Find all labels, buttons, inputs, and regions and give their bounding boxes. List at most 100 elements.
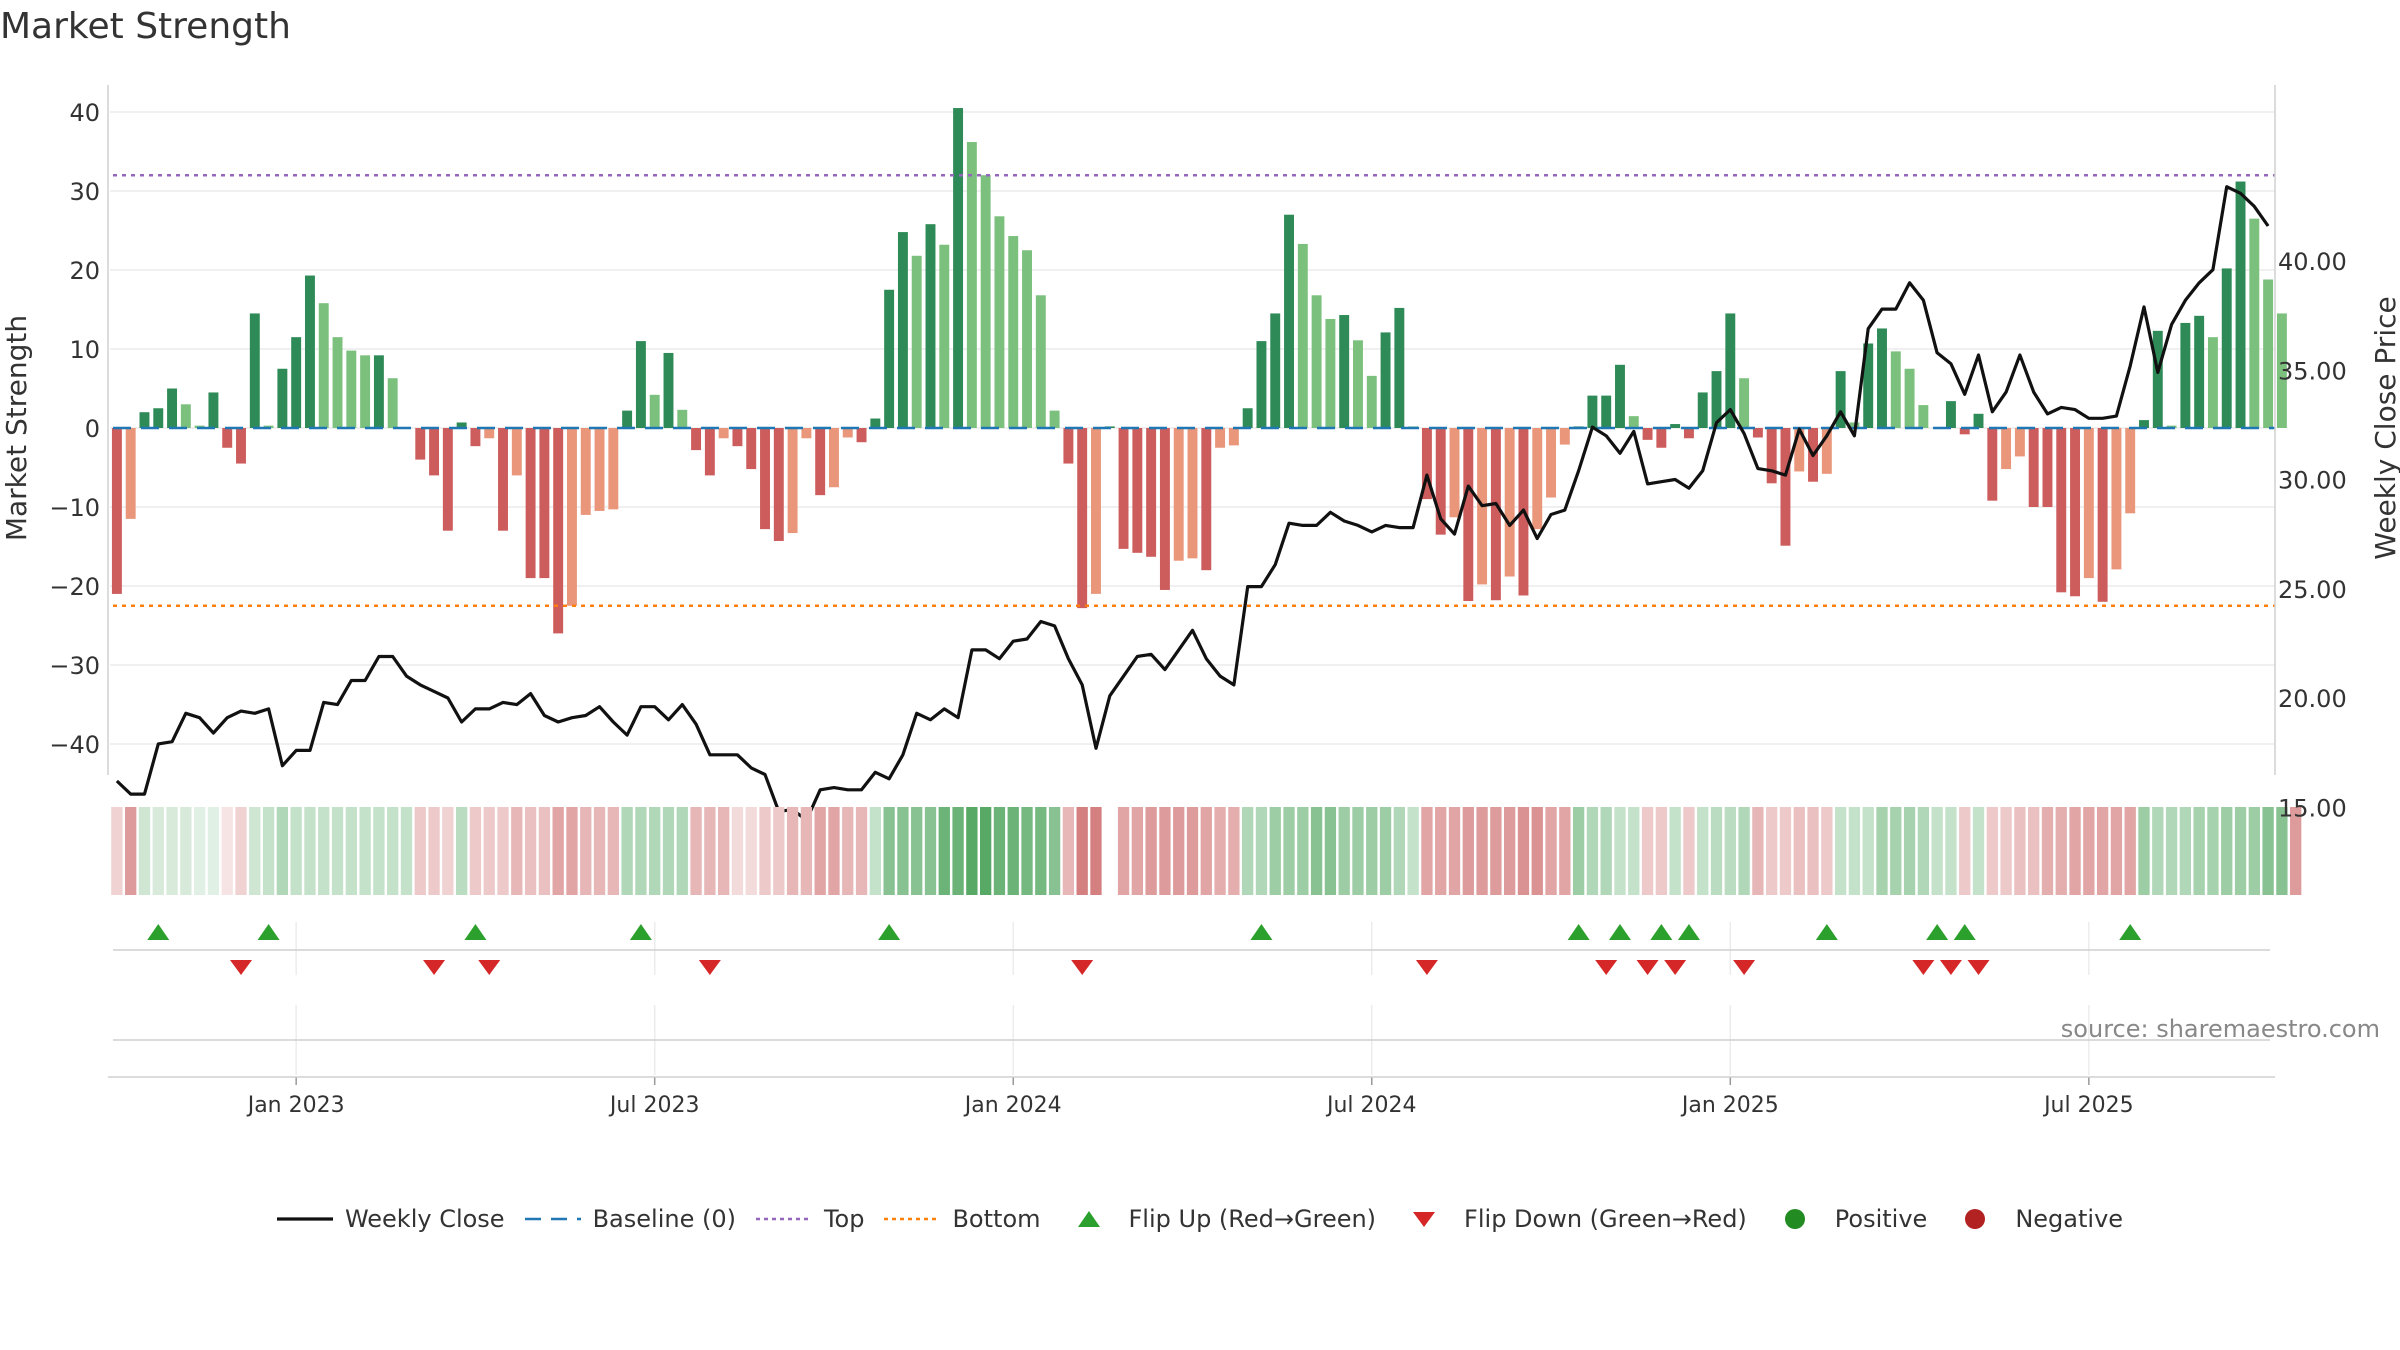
strength-bar: [2221, 268, 2232, 428]
strength-bar: [1353, 340, 1363, 428]
flip-up-marker: [257, 924, 280, 940]
strength-bar: [1945, 401, 1956, 428]
strip-cell: [1131, 807, 1143, 895]
legend-item-flip_down: Flip Down (Green→Red): [1396, 1205, 1747, 1233]
strip-cell: [2069, 807, 2081, 895]
strength-bar: [953, 108, 964, 429]
strength-bar: [1077, 428, 1088, 609]
strip-cell: [373, 807, 385, 895]
strip-cell: [1600, 807, 1612, 895]
strength-bar: [1711, 371, 1722, 428]
flip-down-marker: [1636, 960, 1659, 975]
strength-bar: [2207, 337, 2218, 428]
strip-cell: [1683, 807, 1695, 895]
strength-bar: [1987, 428, 1998, 501]
strength-bar: [980, 175, 991, 428]
y-tick-label-right: 15.00: [2278, 794, 2347, 822]
flip-up-marker: [464, 924, 487, 940]
strip-cell: [979, 807, 992, 895]
strip-cell: [1724, 807, 1736, 895]
strip-cell: [1890, 807, 1902, 895]
strip-cell: [786, 807, 799, 895]
strip-cell: [290, 807, 302, 895]
strip-cell: [2138, 807, 2150, 895]
strip-cell: [1048, 807, 1061, 895]
strip-cell: [2028, 807, 2040, 895]
strip-cell: [1917, 807, 1930, 895]
strength-bar: [1173, 428, 1184, 561]
strip-cell: [2000, 807, 2012, 895]
strip-cell: [2234, 807, 2247, 895]
strength-bar: [1256, 341, 1267, 428]
y-axis-title-left: Market Strength: [0, 315, 33, 541]
strip-cell: [1641, 807, 1654, 895]
strength-bar: [939, 244, 950, 428]
strip-cell: [318, 807, 330, 895]
strip-cell: [193, 807, 206, 895]
strength-bar: [925, 224, 936, 428]
strip-cell: [842, 807, 854, 895]
strip-cell: [1435, 807, 1447, 895]
strength-bar: [1008, 236, 1019, 428]
strip-cell: [1007, 807, 1019, 895]
strip-cell: [1959, 807, 1971, 895]
strip-cell: [897, 807, 909, 895]
strength-bar: [1863, 343, 1874, 428]
strip-cell: [469, 807, 482, 895]
reference-lines: [113, 173, 2275, 607]
strength-bar: [360, 355, 371, 428]
strip-cell: [1903, 807, 1916, 895]
strength-bar: [2056, 428, 2067, 593]
strip-cell: [676, 807, 688, 895]
strip-cell: [1986, 807, 1998, 895]
strength-bar: [1725, 313, 1736, 428]
strip-cell: [1186, 807, 1199, 895]
strength-bar: [1201, 428, 1212, 571]
strip-cell: [1476, 807, 1488, 895]
strength-bar: [277, 368, 288, 428]
flip-down-marker: [1912, 960, 1935, 975]
strength-bar: [1132, 428, 1143, 553]
strength-bar: [1683, 428, 1694, 439]
legend-label: Weekly Close: [344, 1205, 505, 1233]
strip-cell: [428, 807, 440, 895]
strip-cell: [883, 807, 895, 895]
strength-bar: [2180, 322, 2191, 428]
strength-bar: [111, 428, 122, 594]
strip-cell: [1655, 807, 1668, 895]
strip-cell: [1752, 807, 1764, 895]
strip-cell: [1214, 807, 1226, 895]
strip-cell: [1945, 807, 1957, 895]
y-tick-label-left: −40: [49, 731, 100, 759]
strip-cell: [800, 807, 813, 895]
strip-cell: [2124, 807, 2136, 895]
strip-cell: [304, 807, 316, 895]
strength-bar: [760, 428, 770, 530]
strip-cell: [1628, 807, 1640, 895]
strip-cell: [607, 807, 619, 895]
grid-layer: [110, 111, 2275, 1075]
strip-cell: [759, 807, 771, 895]
strength-bar: [1835, 371, 1846, 428]
x-tick-label: Jan 2025: [1680, 1093, 1779, 1118]
strength-bar: [746, 428, 757, 470]
legend-item-bottom: Bottom: [884, 1205, 1041, 1233]
strength-bar: [2235, 181, 2246, 428]
strip-cell: [152, 807, 164, 895]
strip-cell: [2014, 807, 2026, 895]
strength-bar: [1959, 428, 1970, 435]
strength-bar: [663, 352, 674, 428]
strength-bar: [2111, 428, 2122, 570]
legend-swatch-negative: [1965, 1209, 1986, 1229]
strip-cell: [455, 807, 468, 895]
strength-bar: [208, 392, 219, 428]
flip-down-marker: [1664, 960, 1687, 975]
strip-cell: [1697, 807, 1709, 895]
strip-cell: [1559, 807, 1571, 895]
strip-cell: [1200, 807, 1212, 895]
strip-cell: [828, 807, 840, 895]
strength-bar: [2001, 428, 2012, 470]
legend-swatch-flip_down: [1413, 1212, 1436, 1227]
flip-up-marker: [1926, 924, 1949, 940]
strength-bar: [429, 428, 440, 476]
